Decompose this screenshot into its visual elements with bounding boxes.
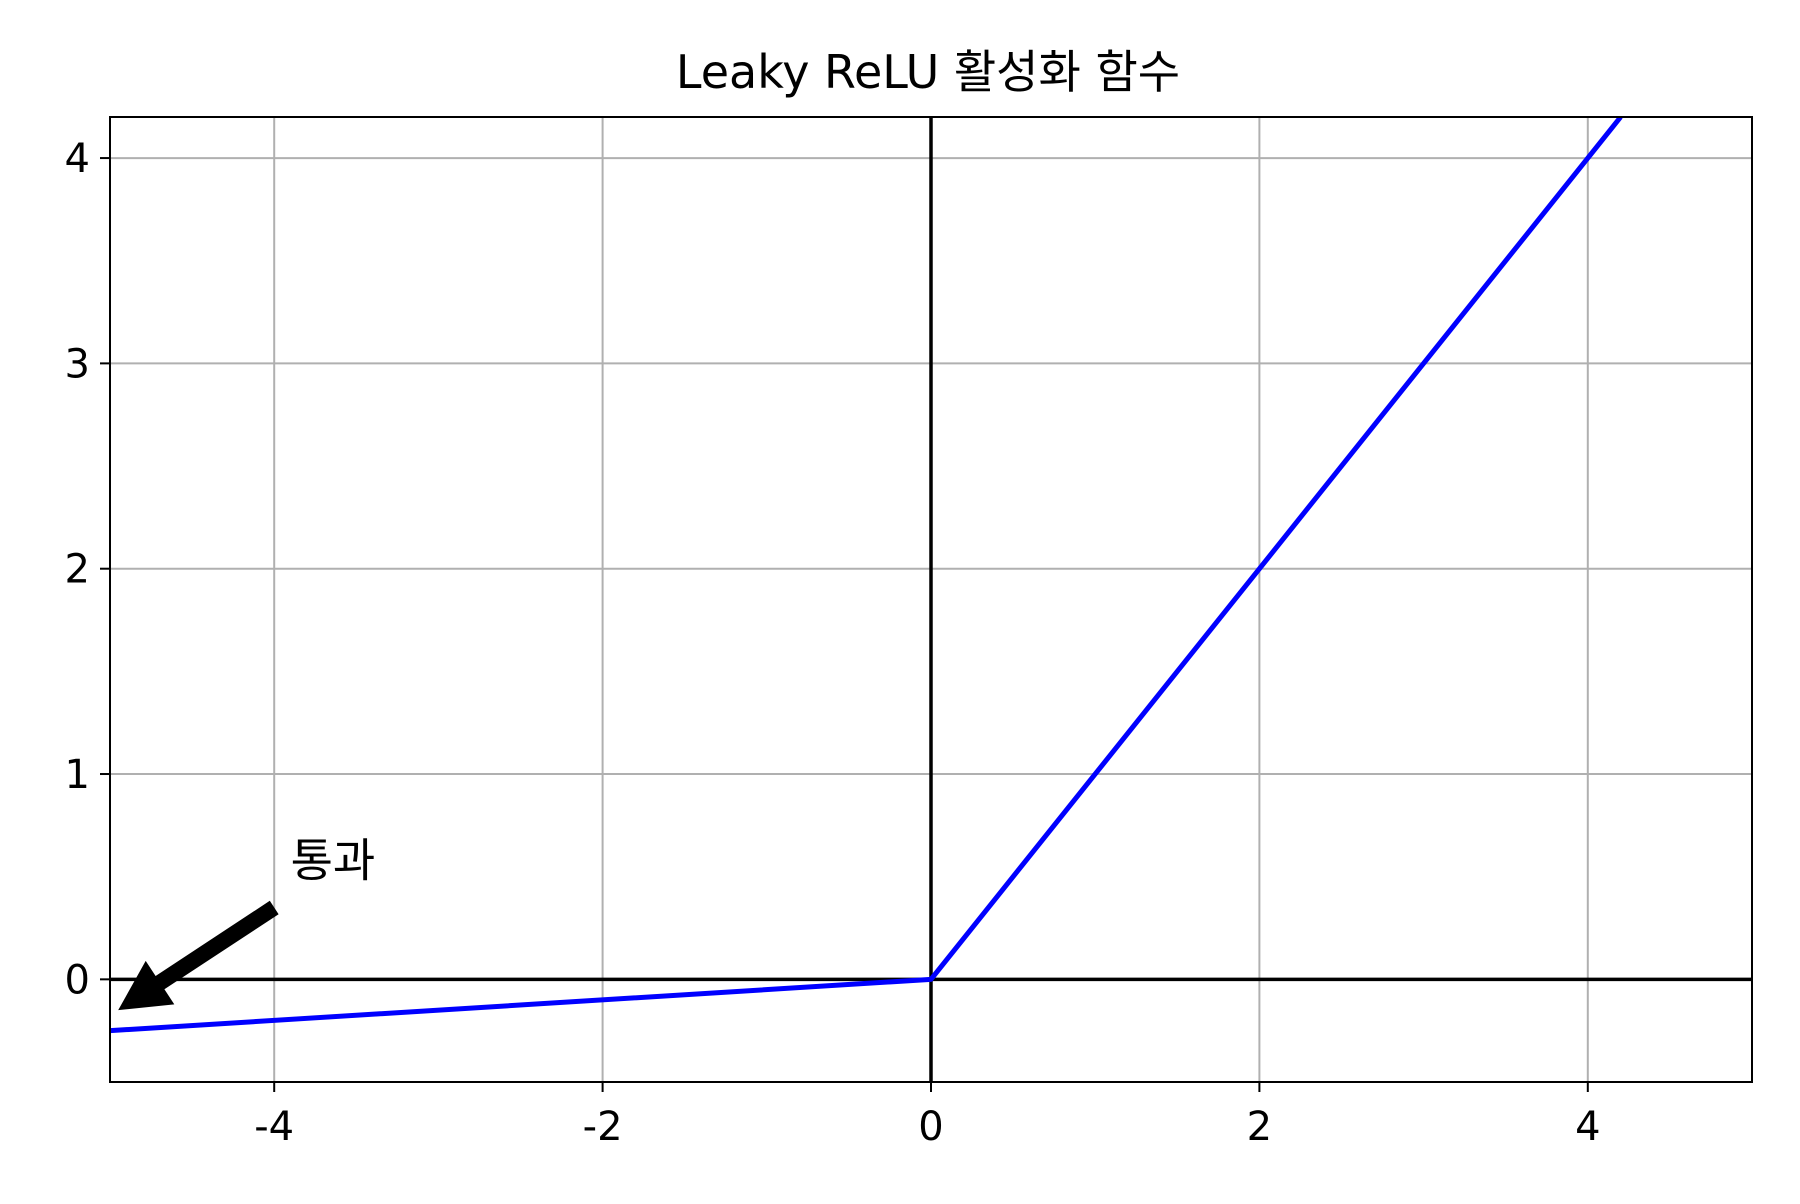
x-tick-label: 2 (1247, 1104, 1272, 1150)
y-tick-label: 3 (65, 341, 90, 387)
y-tick-label: 2 (65, 547, 90, 593)
annotation-arrow-icon (118, 900, 279, 1011)
x-tick-label: -2 (583, 1104, 623, 1150)
series-layer (110, 117, 1623, 1034)
y-tick-label: 4 (65, 136, 90, 182)
y-tick-label: 0 (65, 957, 90, 1003)
series-line-0 (110, 117, 1623, 1034)
annotation-text: 통과 (291, 834, 376, 888)
axis-ticks: -4 -2 0 2 4 0 1 2 3 4 (65, 136, 1601, 1150)
x-tick-label: 0 (918, 1104, 943, 1150)
y-tick-label: 1 (65, 752, 90, 798)
x-tick-label: -4 (254, 1104, 294, 1150)
x-tick-label: 4 (1575, 1104, 1600, 1150)
chart-title: Leaky ReLU 활성화 함수 (676, 45, 1180, 99)
annotation-layer: 통과 (118, 834, 376, 1011)
